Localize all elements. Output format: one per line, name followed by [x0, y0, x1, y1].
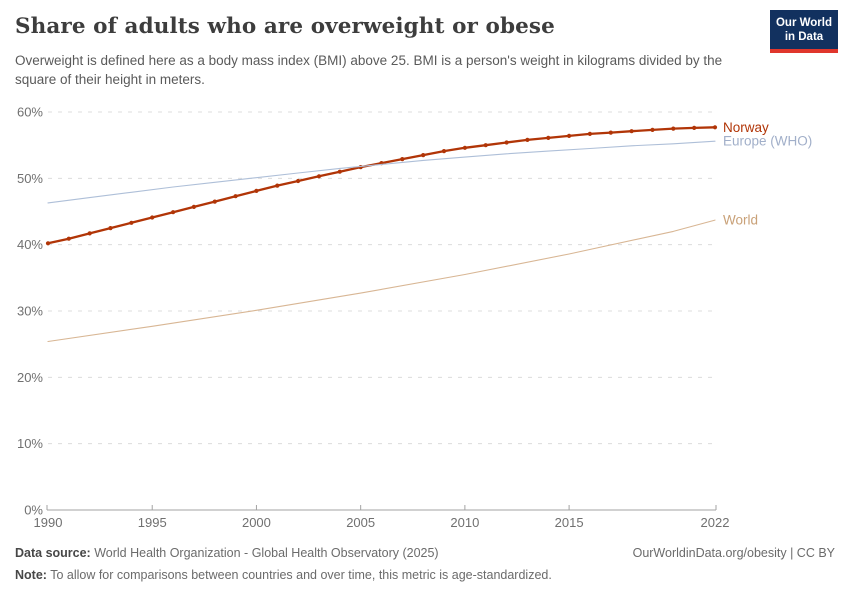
data-point-marker[interactable]	[650, 127, 655, 132]
y-axis-tick-label: 20%	[17, 370, 43, 385]
x-axis-tick-label: 1990	[34, 515, 63, 530]
y-axis-tick-label: 40%	[17, 237, 43, 252]
data-source-label: Data source:	[15, 546, 91, 560]
note-label: Note:	[15, 568, 47, 583]
y-axis-tick-label: 50%	[17, 171, 43, 186]
series-line-norway	[46, 126, 717, 245]
x-axis-tick-label: 2015	[555, 515, 584, 530]
data-point-marker[interactable]	[171, 210, 176, 215]
data-point-marker[interactable]	[212, 199, 217, 204]
data-point-marker[interactable]	[567, 133, 572, 138]
note-value: To allow for comparisons between countri…	[50, 568, 552, 583]
owid-link[interactable]: OurWorldinData.org/obesity | CC BY	[632, 546, 835, 560]
x-axis-tick-label: 2000	[242, 515, 271, 530]
series-label-world[interactable]: World	[723, 213, 758, 228]
data-point-marker[interactable]	[671, 126, 676, 131]
y-axis-tick-label: 10%	[17, 436, 43, 451]
data-point-marker[interactable]	[87, 231, 92, 236]
x-axis-tick-label: 2010	[450, 515, 479, 530]
data-point-marker[interactable]	[441, 149, 447, 154]
data-point-marker[interactable]	[254, 188, 259, 193]
data-point-marker[interactable]	[233, 194, 238, 199]
owid-logo[interactable]: Our World in Data	[770, 10, 838, 53]
data-point-marker[interactable]	[275, 183, 280, 188]
note-line: Note: To allow for comparisons between c…	[15, 567, 835, 583]
data-point-marker[interactable]	[712, 125, 718, 130]
owid-logo-line2: in Data	[784, 31, 824, 43]
data-point-marker[interactable]	[546, 135, 551, 140]
owid-logo-line1: Our World	[775, 17, 832, 29]
data-source-line: Data source: World Health Organization -…	[15, 545, 439, 561]
chart-footer: Data source: World Health Organization -…	[15, 545, 835, 584]
data-point-marker[interactable]	[587, 131, 593, 136]
chart-subtitle: Overweight is defined here as a body mas…	[15, 53, 723, 87]
data-point-marker[interactable]	[45, 241, 51, 246]
page-title: Share of adults who are overweight or ob…	[15, 14, 555, 39]
data-point-marker[interactable]	[629, 129, 634, 134]
data-point-marker[interactable]	[129, 220, 134, 225]
data-point-marker[interactable]	[296, 178, 301, 184]
series-line-europe-who	[47, 140, 716, 204]
series-line-world	[47, 219, 716, 343]
data-point-marker[interactable]	[421, 153, 426, 158]
data-point-marker[interactable]	[191, 204, 196, 209]
data-point-marker[interactable]	[483, 143, 488, 148]
y-axis-tick-label: 60%	[17, 105, 43, 120]
data-point-marker[interactable]	[462, 145, 467, 150]
data-point-marker[interactable]	[608, 130, 613, 135]
x-axis-tick-label: 1995	[138, 515, 167, 530]
data-point-marker[interactable]	[525, 137, 530, 142]
data-point-marker[interactable]	[400, 157, 405, 162]
data-point-marker[interactable]	[150, 215, 155, 220]
y-axis-tick-label: 30%	[17, 304, 43, 319]
x-axis-tick-label: 2005	[346, 515, 375, 530]
data-point-marker[interactable]	[66, 236, 71, 241]
data-point-marker[interactable]	[358, 165, 363, 170]
series-label-norway[interactable]: Norway	[723, 120, 769, 135]
data-point-marker[interactable]	[337, 169, 342, 174]
series-label-europe-who[interactable]: Europe (WHO)	[723, 134, 812, 149]
data-point-marker[interactable]	[504, 140, 509, 145]
x-axis-tick-label: 2022	[701, 515, 730, 530]
y-axis-tick-label: 0%	[24, 503, 43, 518]
data-point-marker[interactable]	[316, 174, 322, 179]
data-point-marker[interactable]	[692, 125, 697, 130]
data-point-marker[interactable]	[108, 226, 113, 231]
data-source-value: World Health Organization - Global Healt…	[94, 546, 439, 560]
